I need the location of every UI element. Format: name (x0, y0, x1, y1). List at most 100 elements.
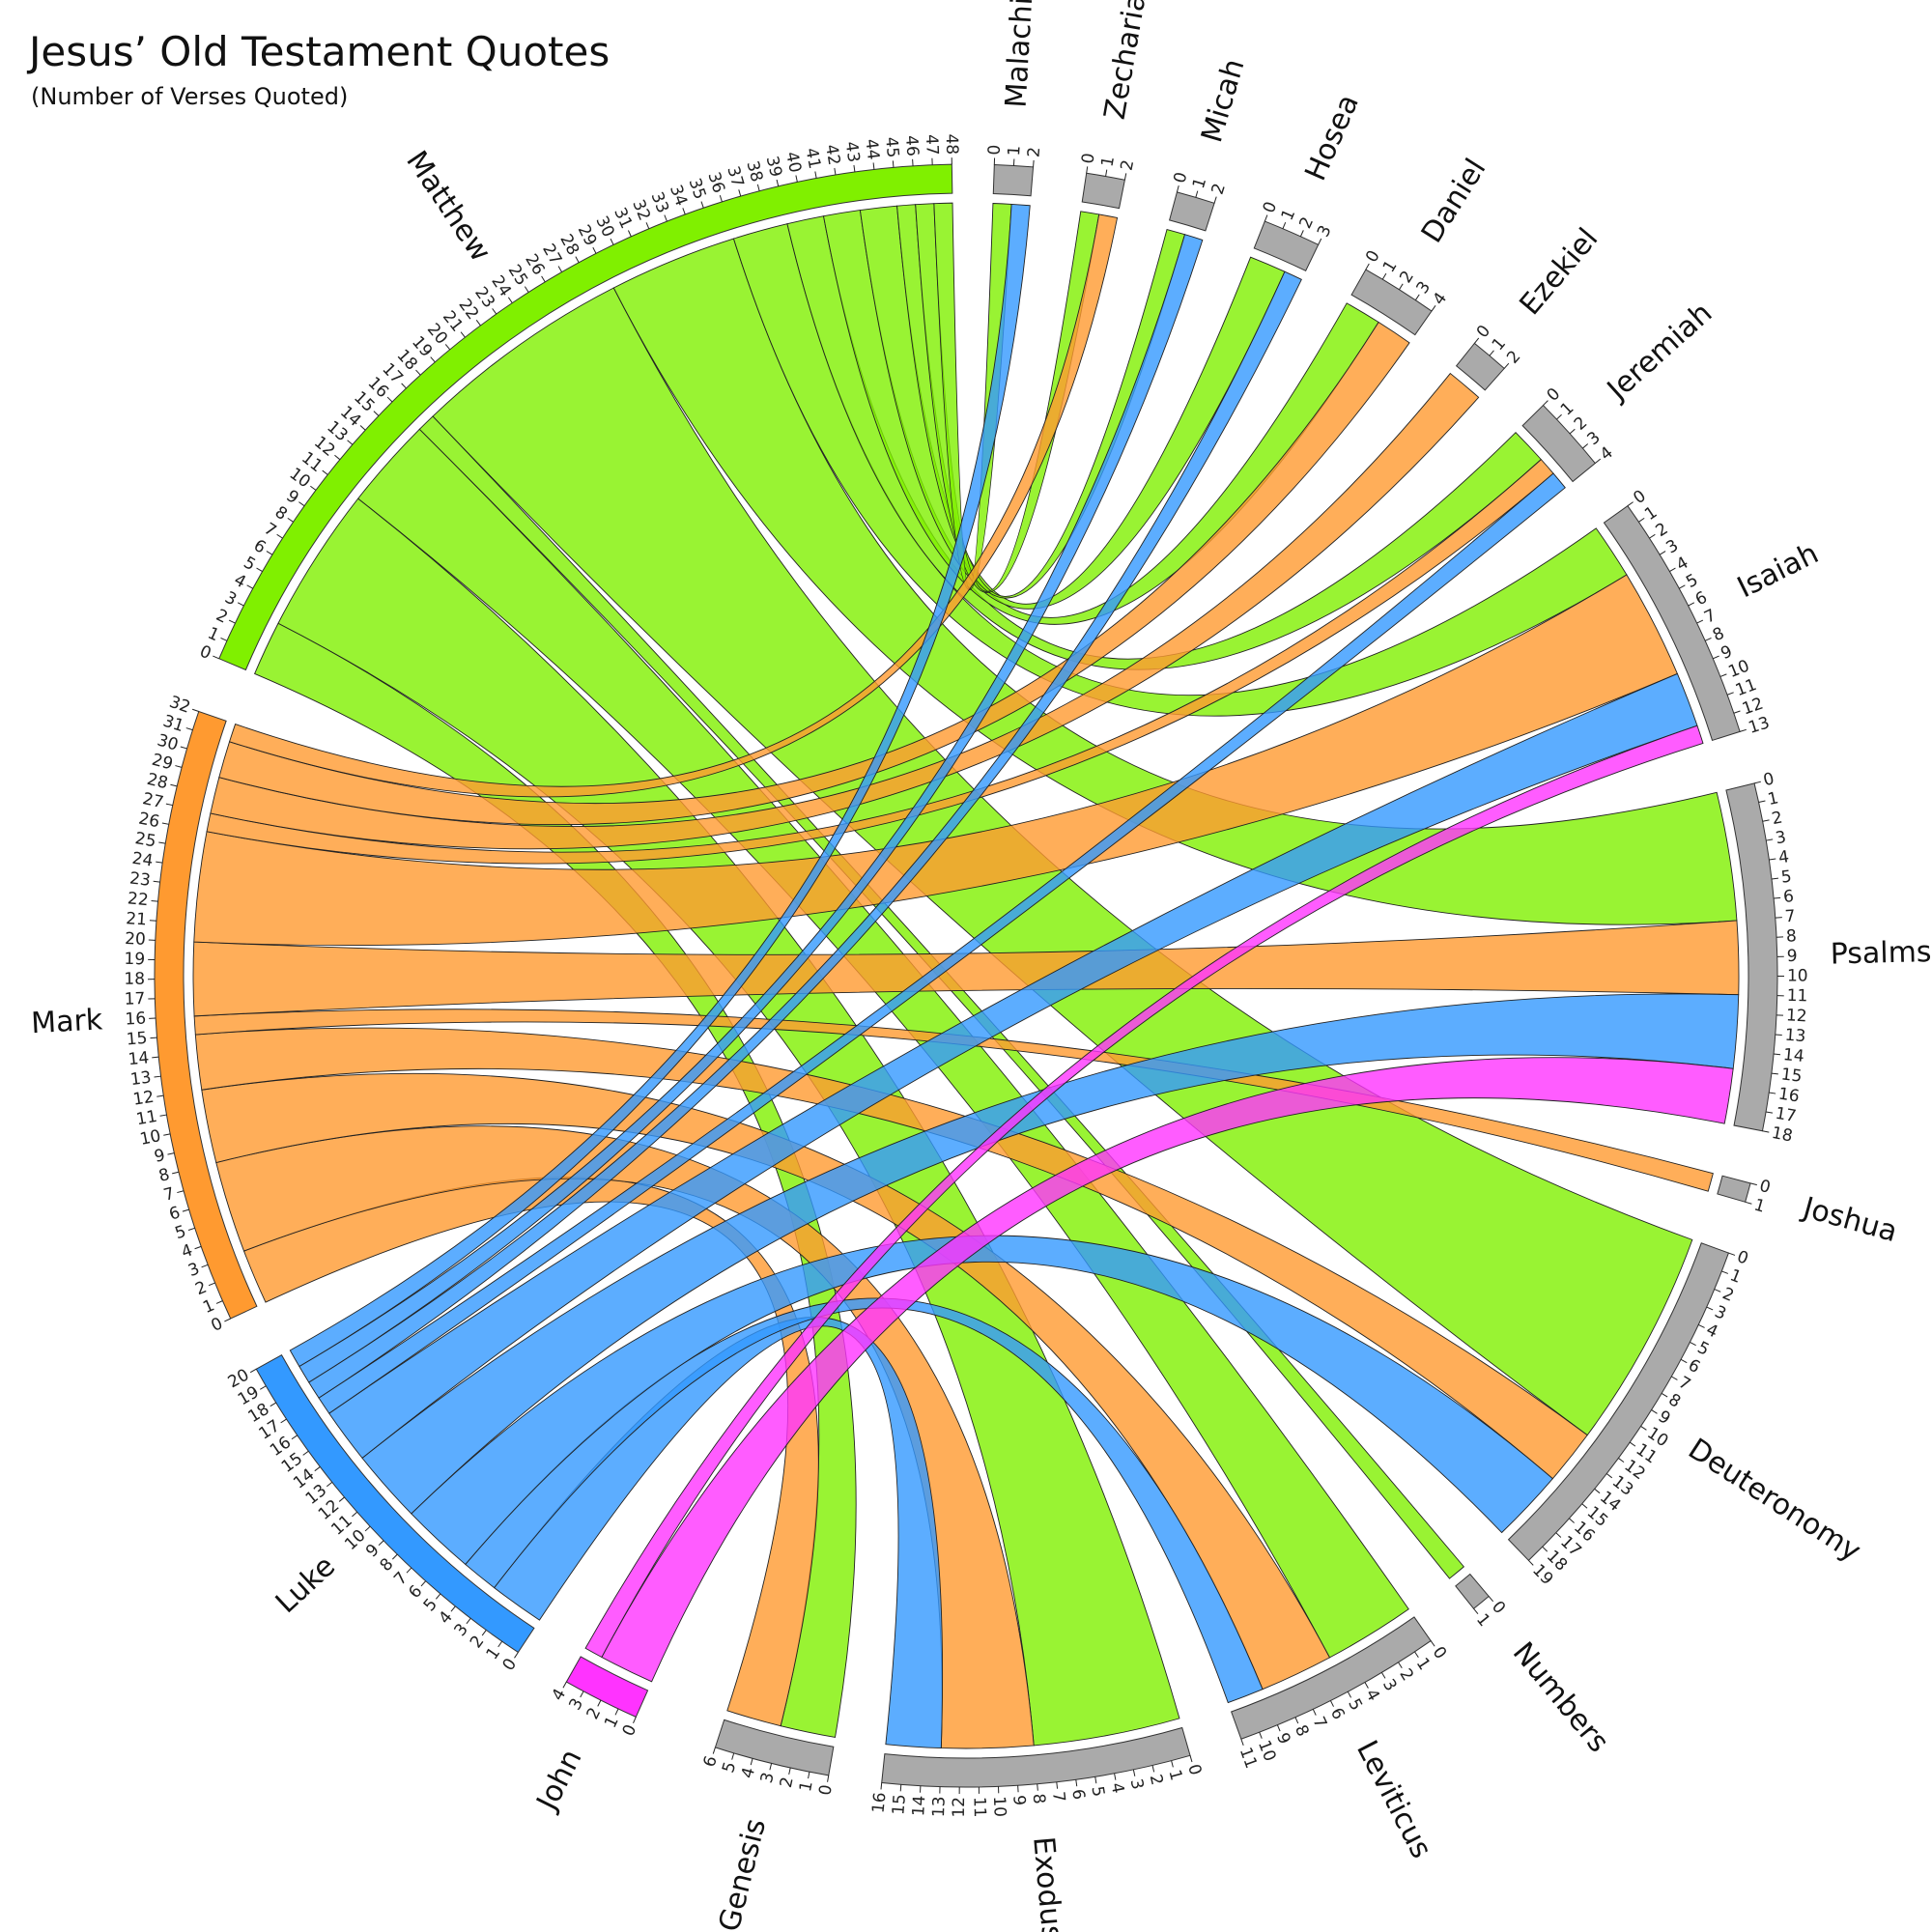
tick-mark (347, 440, 354, 445)
tick-mark (814, 171, 817, 179)
tick-mark (1771, 1072, 1778, 1075)
tick-mark (1638, 517, 1645, 523)
tick-label: 2 (1503, 347, 1524, 367)
tick-mark (1629, 1441, 1636, 1447)
tick-mark (1594, 1488, 1601, 1494)
tick-mark (276, 533, 283, 539)
tick-label: 1 (1164, 1768, 1185, 1783)
tick-mark (507, 297, 513, 303)
tick-mark (152, 1056, 159, 1059)
tick-mark (153, 880, 160, 883)
tick-mark (1713, 655, 1719, 660)
tick-mark (1037, 1783, 1038, 1791)
tick-mark (161, 822, 169, 825)
tick-mark (1775, 1034, 1782, 1036)
tick-mark (700, 201, 704, 209)
tick-label: 4 (738, 1765, 759, 1780)
tick-mark (731, 1752, 735, 1760)
tick-mark (899, 1784, 902, 1792)
tick-label: 10 (138, 1126, 162, 1150)
tick-mark (1282, 222, 1287, 229)
tick-mark (260, 1385, 267, 1390)
ribbon (318, 472, 1566, 1414)
tick-label: 8 (156, 1165, 171, 1186)
tick-mark (1414, 294, 1420, 300)
tick-label: 13 (1784, 1026, 1806, 1047)
tick-label: 4 (179, 1240, 195, 1262)
tick-mark (1696, 619, 1704, 624)
node-name: Hosea (1298, 90, 1366, 186)
tick-mark (1398, 1662, 1403, 1669)
tick-label: 2 (777, 1776, 798, 1790)
tick-mark (1312, 1709, 1317, 1716)
tick-label: 41 (801, 146, 824, 170)
tick-mark (326, 1481, 333, 1488)
tick-mark (1399, 283, 1404, 290)
tick-mark (249, 1368, 257, 1374)
tick-mark (1473, 1607, 1479, 1615)
tick-mark (364, 1525, 371, 1532)
node-name: Luke (270, 1549, 342, 1620)
tick-label: 3 (1774, 828, 1787, 849)
tick-label: 44 (861, 138, 882, 161)
tick-mark (280, 1418, 287, 1424)
tick-mark (1618, 1458, 1625, 1463)
tick-mark (834, 167, 837, 176)
tick-mark (175, 765, 183, 768)
tick-label: 1 (601, 1714, 623, 1731)
node-arc (1169, 191, 1215, 232)
tick-mark (177, 1190, 185, 1194)
tick-label: 2 (1146, 1773, 1167, 1787)
tick-label: 3 (1126, 1777, 1148, 1792)
tick-label: 5 (719, 1760, 740, 1776)
tick-mark (1318, 238, 1322, 245)
node-arc (1455, 342, 1505, 391)
tick-mark (610, 238, 614, 245)
tick-mark (1649, 533, 1656, 539)
tick-label: 0 (1757, 1177, 1773, 1198)
tick-mark (1753, 781, 1761, 784)
tick-mark (167, 1152, 175, 1155)
tick-label: 15 (889, 1793, 910, 1815)
tick-label: 25 (133, 829, 157, 851)
tick-mark (1690, 1342, 1696, 1347)
tick-label: 1 (200, 1295, 217, 1318)
node-name: Deuteronomy (1682, 1433, 1866, 1569)
tick-mark (378, 1540, 384, 1547)
tick-mark (627, 230, 632, 238)
tick-label: 19 (124, 950, 145, 969)
tick-mark (1640, 1426, 1647, 1431)
tick-label: 1 (205, 624, 222, 646)
tick-mark (1661, 1392, 1668, 1398)
tick-mark (1555, 1532, 1562, 1538)
node-name: Leviticus (1350, 1735, 1438, 1863)
tick-mark (156, 861, 163, 864)
tick-mark (1766, 838, 1774, 841)
tick-label: 22 (127, 889, 149, 910)
tick-label: 15 (126, 1029, 148, 1050)
tick-mark (170, 783, 178, 787)
node-name: Daniel (1415, 153, 1493, 249)
tick-mark (270, 1402, 276, 1407)
tick-label: 24 (130, 849, 154, 871)
tick-mark (213, 655, 219, 660)
tick-mark (712, 1747, 716, 1754)
tick-mark (246, 584, 254, 589)
tick-mark (580, 1690, 584, 1698)
tick-mark (1706, 1306, 1714, 1311)
tick-mark (1189, 1755, 1193, 1763)
tick-mark (1114, 1773, 1117, 1780)
tick-label: 42 (821, 143, 843, 167)
tick-label: 5 (1780, 867, 1793, 888)
tick-mark (401, 383, 407, 389)
tick-mark (853, 164, 856, 172)
tick-mark (1171, 1760, 1174, 1768)
tick-mark (1543, 400, 1548, 406)
tick-mark (1380, 1672, 1386, 1679)
tick-label: 21 (126, 909, 148, 929)
tick-label: 11 (1786, 986, 1807, 1007)
tick-mark (497, 1640, 503, 1648)
tick-mark (444, 344, 451, 351)
